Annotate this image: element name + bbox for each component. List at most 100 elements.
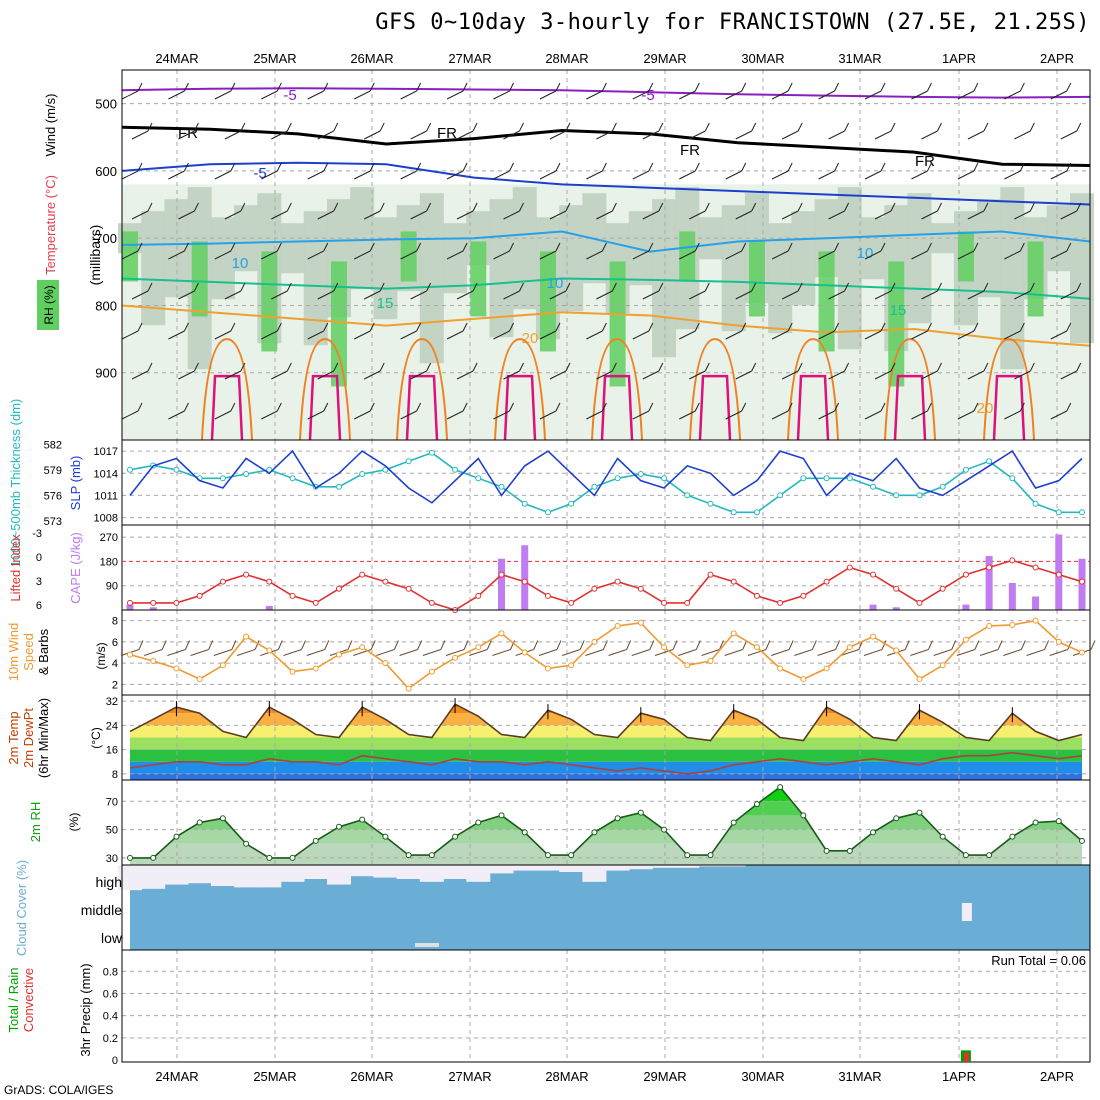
precip-tick: 0.6 (103, 988, 118, 1000)
wind-barb (631, 649, 650, 656)
wind-barb (679, 410, 696, 420)
wind-barb-flag (1076, 122, 1082, 132)
hot-contour (796, 374, 830, 441)
slp-tick: 1011 (94, 490, 118, 502)
cloud-high-gap (187, 865, 212, 884)
wind-barb (1050, 330, 1068, 340)
wind-barb (131, 290, 149, 300)
wind-barb-flag (416, 402, 422, 412)
wind-barb (863, 649, 883, 656)
wind-speed-line-point (916, 676, 923, 683)
panel-side-label: Total / Rain Convective (6, 967, 36, 1032)
thickness-tick: 576 (44, 490, 62, 502)
lifted-index-line-point (173, 599, 180, 606)
rh-dark-cell (470, 241, 487, 317)
wind-barb-flag (741, 242, 747, 252)
thickness-line-point (335, 483, 342, 490)
wind-barb (283, 649, 302, 656)
wind-barb (224, 210, 242, 220)
wind-barb-flag (183, 82, 189, 92)
bottom-date-label: 29MAR (643, 1069, 686, 1084)
wind-barb (725, 250, 742, 260)
thickness-line-point (219, 475, 226, 482)
wind-barb-flag (323, 402, 329, 412)
wind-barb-flag (1019, 162, 1025, 172)
wind-barb-flag (147, 122, 153, 132)
wind-barb (539, 330, 557, 340)
wind-barb-flag (276, 322, 282, 332)
thickness-tick: 582 (44, 439, 62, 451)
wind-speed-line-point (452, 654, 459, 661)
wind-barb (271, 290, 288, 300)
wind-barb-flag (240, 202, 246, 212)
temp-tick: 24 (106, 720, 118, 732)
wind-barb (911, 250, 928, 260)
rh-dark-cell (122, 231, 138, 282)
wind-barb (493, 330, 510, 340)
wind-speed-line-point (127, 651, 133, 658)
lifted-index-line-point (777, 599, 784, 606)
temp-band (130, 737, 1082, 750)
wind-barb (549, 370, 567, 380)
rh-line-point (962, 852, 969, 859)
panel-frame (121, 524, 1091, 611)
wind-barb-flag (379, 362, 385, 372)
isotherm-10 (121, 230, 1091, 253)
wind-barb-flag (555, 82, 561, 92)
isotherm-15 (121, 277, 1091, 300)
wind-barb-flag (880, 162, 886, 172)
wind-barb-flag (834, 402, 840, 412)
top-date-label: 29MAR (643, 51, 686, 66)
wind-tick: 4 (112, 658, 118, 670)
wind-barb (771, 250, 789, 260)
rh-line-point (127, 854, 133, 861)
wind-barb-flag (973, 322, 979, 332)
wind-barb-flag (983, 282, 989, 292)
wind-barb-flag (974, 640, 980, 650)
wind-barb-flag (890, 282, 896, 292)
wind-barb-flag (183, 322, 189, 332)
wind-barb-flag (1019, 82, 1025, 92)
rh-dark-cell (1027, 241, 1044, 317)
lifted-index-line-point (870, 571, 877, 578)
wind-barb-flag (927, 322, 932, 332)
temp-bands (130, 704, 1082, 780)
wind-barb-flag (193, 122, 199, 132)
wind-barb (679, 170, 696, 180)
wind-barb-flag (347, 640, 353, 650)
rh-dark-cell (748, 241, 765, 317)
cloud-middle-gap (961, 903, 972, 921)
wind-barb (957, 410, 975, 420)
lifted-index-line-point (544, 592, 551, 599)
wind-barb (236, 649, 256, 656)
wind10m-panel: 8 6 4 2 10m Wind Speed & Barbs (m/s) (6, 609, 1096, 696)
wind-barb-flag (161, 640, 167, 650)
wind-speed-line-point (1032, 617, 1039, 624)
wind-barb (957, 170, 975, 180)
rh-line-point (1009, 833, 1016, 840)
wind-barb (586, 90, 603, 100)
wind-barb (445, 649, 465, 656)
wind-barb-flag (704, 282, 710, 292)
cloud-panel: high middle low Cloud Cover (%) (14, 860, 1091, 956)
wind-barb-flag (694, 402, 700, 412)
contour-label: 10 (547, 275, 564, 292)
top-date-label: 24MAR (155, 51, 198, 66)
wind-barb (307, 170, 324, 180)
bottom-date-label: 24MAR (155, 1069, 198, 1084)
wind-barb-flag (379, 122, 385, 132)
wind-barb (725, 410, 742, 420)
rh-mid-cell (443, 223, 468, 294)
wind-barb (353, 330, 371, 340)
wind-barb-flag (811, 640, 817, 650)
wind-barb-flag (462, 322, 468, 332)
panel-side-label: Lifted Index (8, 534, 23, 602)
wind-barb (399, 649, 418, 656)
rh-mid-cell (837, 187, 862, 350)
wind-barb-flag (797, 122, 803, 132)
wind-barb-flag (565, 362, 571, 372)
rh-bands (130, 787, 1082, 865)
rh-dark-cell (191, 241, 208, 317)
wind-barb (353, 170, 371, 180)
wind-barb (642, 370, 660, 380)
